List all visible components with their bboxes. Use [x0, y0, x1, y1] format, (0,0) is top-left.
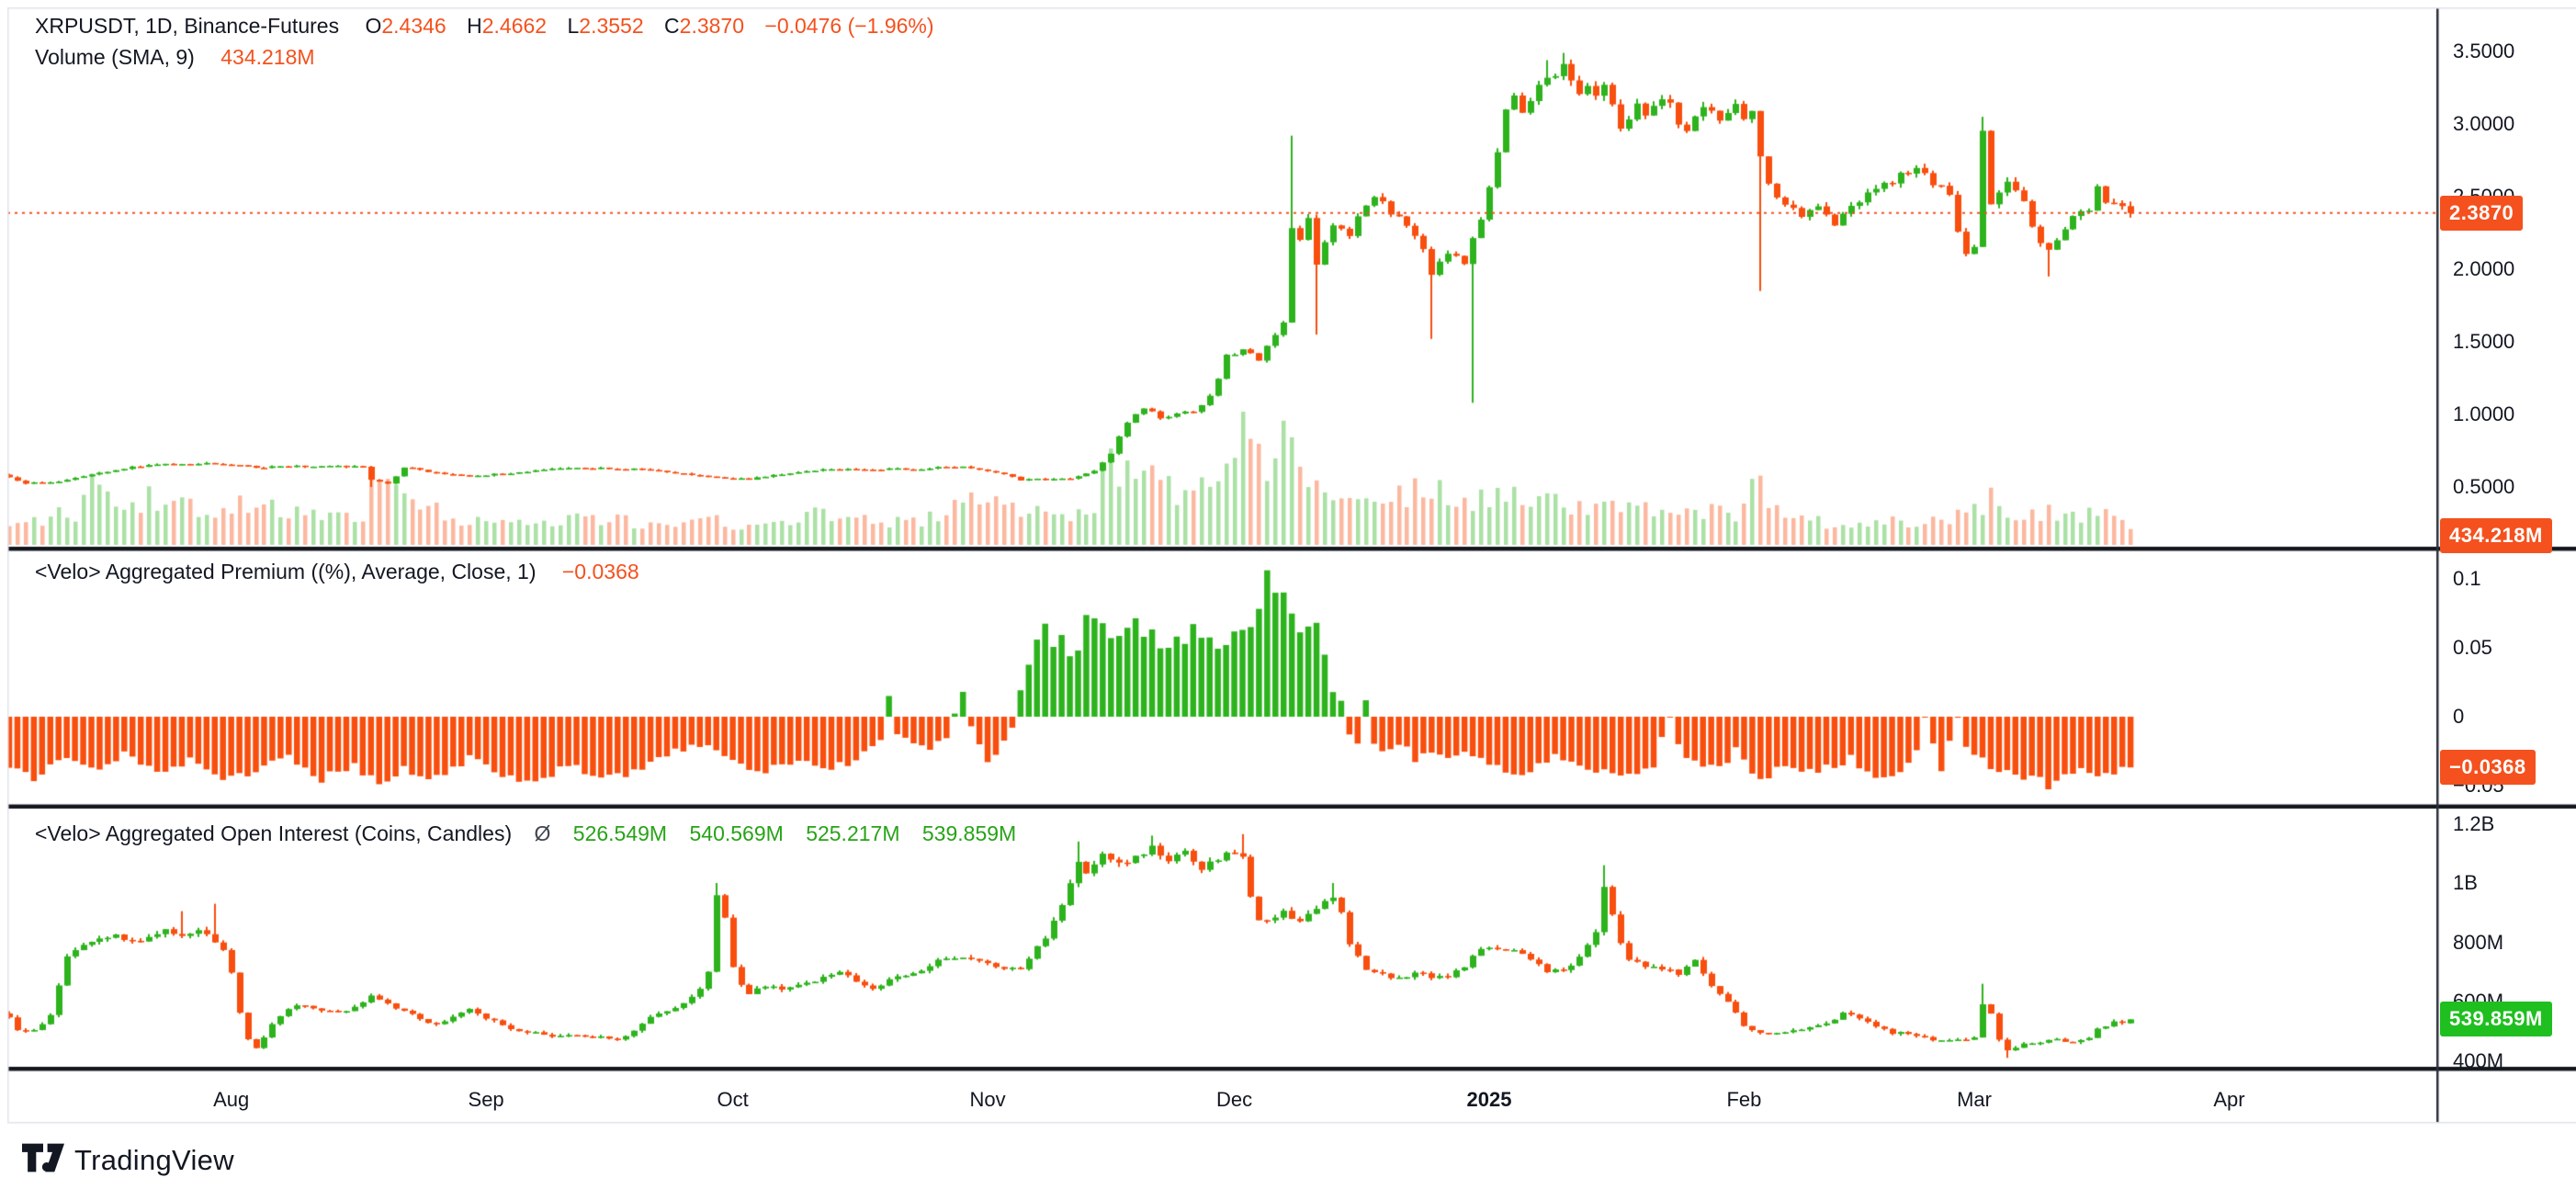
symbol-title: XRPUSDT, 1D, Binance-Futures — [35, 14, 340, 38]
time-axis-label: Dec — [1215, 1088, 1253, 1111]
time-axis-label: Apr — [2213, 1088, 2245, 1111]
axis-tick-label: 0.1 — [2453, 567, 2481, 590]
premium-value-badge: −0.0368 — [2440, 750, 2536, 786]
volume-legend-row[interactable]: Volume (SMA, 9) 434.218M — [35, 44, 315, 70]
time-axis-label: Mar — [1957, 1088, 1992, 1111]
ohlc-low-label: L — [567, 14, 580, 38]
volume-legend-value: 434.218M — [220, 45, 315, 69]
volume-legend-title: Volume (SMA, 9) — [35, 45, 195, 69]
tradingview-logo-icon — [22, 1142, 64, 1178]
ohlc-high-value: 2.4662 — [481, 14, 548, 38]
last-price-badge: 2.3870 — [2440, 195, 2524, 231]
oi-open-value: 526.549M — [572, 821, 668, 845]
oi-low-value: 525.217M — [806, 821, 900, 845]
time-axis-label: Nov — [969, 1088, 1006, 1111]
time-axis-label: Oct — [717, 1088, 749, 1111]
time-axis-label: Aug — [213, 1088, 250, 1111]
ohlc-open-value: 2.4346 — [381, 14, 446, 38]
axis-tick-label: 3.0000 — [2453, 112, 2515, 135]
premium-legend-title: <Velo> Aggregated Premium ((%), Average,… — [35, 560, 537, 583]
axis-tick-label: 0 — [2453, 705, 2465, 728]
time-axis-label: Feb — [1726, 1088, 1762, 1111]
open-interest-legend-row[interactable]: <Velo> Aggregated Open Interest (Coins, … — [35, 821, 1016, 846]
axis-tick-label: 3.5000 — [2453, 40, 2515, 62]
oi-close-value: 539.859M — [921, 821, 1017, 845]
axis-tick-label: 2.0000 — [2453, 257, 2515, 280]
axis-tick-label: 0.5000 — [2453, 475, 2515, 498]
time-axis-label: 2025 — [1466, 1088, 1512, 1111]
premium-legend-row[interactable]: <Velo> Aggregated Premium ((%), Average,… — [35, 559, 639, 584]
premium-legend-value: −0.0368 — [561, 560, 639, 583]
tradingview-logo[interactable]: TradingView — [22, 1142, 234, 1178]
axis-tick-label: 1.0000 — [2453, 402, 2515, 425]
change-value: −0.0476 (−1.96%) — [764, 14, 934, 38]
axis-tick-label: 1.5000 — [2453, 330, 2515, 353]
axis-tick-label: 1B — [2453, 871, 2478, 894]
axis-tick-label: 400M — [2453, 1048, 2504, 1072]
ohlc-close-label: C — [664, 14, 680, 38]
open-interest-legend-title: <Velo> Aggregated Open Interest (Coins, … — [35, 821, 513, 845]
average-symbol: Ø — [534, 821, 551, 845]
tradingview-logo-text: TradingView — [74, 1143, 234, 1176]
ohlc-open-label: O — [365, 14, 382, 38]
axis-tick-label: 1.2B — [2453, 811, 2495, 835]
axis-tick-label: 800M — [2453, 930, 2504, 954]
ohlc-high-label: H — [467, 14, 482, 38]
axis-tick-label: 0.05 — [2453, 636, 2492, 659]
open-interest-value-badge: 539.859M — [2440, 1002, 2552, 1037]
symbol-legend-row[interactable]: XRPUSDT, 1D, Binance-Futures O2.4346 H2.… — [35, 13, 934, 39]
ohlc-low-value: 2.3552 — [579, 14, 644, 38]
volume-value-badge: 434.218M — [2440, 518, 2552, 553]
time-axis-label: Sep — [468, 1088, 504, 1111]
oi-high-value: 540.569M — [689, 821, 784, 845]
ohlc-close-value: 2.3870 — [679, 14, 745, 38]
